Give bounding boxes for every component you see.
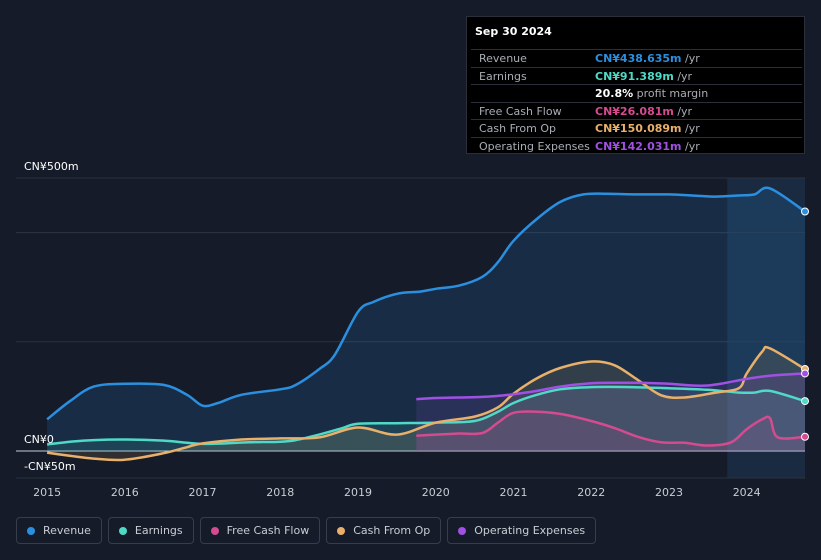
legend-dot-icon	[458, 526, 467, 535]
tooltip-row-label: Cash From Op	[479, 122, 557, 135]
highlight-band	[727, 178, 805, 478]
tooltip-row-label: Free Cash Flow	[479, 104, 562, 118]
tooltip-value-unit: /yr	[681, 139, 700, 153]
legend-item-revenue[interactable]: Revenue	[16, 517, 102, 544]
tooltip-row: Free Cash Flow CN¥26.081m /yr	[471, 101, 802, 119]
tooltip-row: Cash From Op CN¥150.089m /yr	[471, 119, 802, 136]
cash-from-op-line	[46, 345, 806, 462]
tooltip-value-unit: /yr	[681, 52, 700, 65]
tooltip-row-value: 20.8% profit margin	[595, 87, 708, 100]
tooltip-row: Earnings CN¥91.389m /yr	[471, 66, 802, 84]
x-tick-label: 2022	[577, 486, 605, 499]
earnings-line	[46, 385, 806, 446]
tooltip-row-value: CN¥150.089m /yr	[595, 122, 700, 135]
legend: Revenue Earnings Free Cash Flow Cash From O…	[16, 517, 597, 546]
x-tick-label: 2020	[422, 486, 450, 499]
earnings-end-marker	[801, 397, 809, 406]
tooltip-value-unit: profit margin	[633, 87, 709, 100]
tooltip-date: Sep 30 2024	[475, 25, 552, 38]
tooltip-value-text: CN¥142.031m	[595, 139, 682, 153]
y-axis-zero-label: CN¥0	[24, 433, 54, 446]
revenue-end-marker	[801, 207, 809, 216]
earnings-area	[47, 386, 806, 451]
legend-label: Earnings	[134, 524, 183, 537]
tooltip-value-unit: /yr	[681, 122, 700, 135]
tooltip-row-label: Revenue	[479, 52, 527, 65]
revenue-area	[47, 187, 806, 451]
legend-label: Free Cash Flow	[226, 524, 310, 537]
legend-dot-icon	[210, 526, 219, 535]
tooltip-value-unit: /yr	[673, 104, 693, 118]
tooltip-row: Revenue CN¥438.635m /yr	[471, 49, 802, 66]
legend-item-operating-expenses[interactable]: Operating Expenses	[447, 517, 597, 544]
x-tick-label: 2023	[655, 486, 683, 499]
tooltip-row-label: Operating Expenses	[479, 139, 590, 153]
tooltip-row-value: CN¥91.389m /yr	[595, 70, 692, 83]
tooltip-value-text: CN¥438.635m	[595, 52, 682, 65]
x-tick-label: 2017	[189, 486, 217, 499]
tooltip-value-text: CN¥150.089m	[595, 122, 682, 135]
x-tick-label: 2018	[266, 486, 294, 499]
tooltip-value-text: CN¥91.389m	[595, 69, 674, 83]
y-axis-bottom-label: -CN¥50m	[24, 460, 76, 473]
tooltip-row-value: CN¥26.081m /yr	[595, 105, 692, 118]
free-cash-flow-line	[416, 410, 806, 447]
tooltip-row: 20.8% profit margin	[471, 84, 802, 101]
x-tick-label: 2015	[33, 486, 61, 499]
tooltip-panel: Sep 30 2024 Revenue CN¥438.635m /yr Earnin…	[466, 16, 805, 154]
free-cash-flow-end-marker	[801, 432, 809, 441]
revenue-line	[46, 186, 806, 421]
tooltip-value-text: CN¥26.081m	[595, 104, 674, 118]
tooltip-row-label: Earnings	[479, 69, 527, 83]
cash-from-op-area	[47, 346, 806, 461]
legend-label: Cash From Op	[353, 524, 431, 537]
operating-expenses-line	[416, 372, 806, 401]
x-tick-label: 2019	[344, 486, 372, 499]
x-tick-label: 2021	[499, 486, 527, 499]
legend-dot-icon	[337, 526, 346, 535]
legend-item-cash-from-op[interactable]: Cash From Op	[326, 517, 442, 544]
legend-label: Revenue	[43, 524, 91, 537]
x-tick-label: 2024	[733, 486, 761, 499]
legend-dot-icon	[27, 526, 35, 535]
legend-label: Operating Expenses	[474, 524, 586, 537]
y-axis-top-label: CN¥500m	[24, 160, 79, 173]
free-cash-flow-area	[416, 411, 805, 451]
legend-item-earnings[interactable]: Earnings	[107, 517, 194, 544]
tooltip-value-unit: /yr	[673, 69, 693, 83]
operating-expenses-end-marker	[801, 369, 809, 378]
tooltip-value-text: 20.8%	[595, 87, 634, 100]
tooltip-row: Operating Expenses CN¥142.031m /yr	[471, 136, 802, 154]
x-tick-label: 2016	[111, 486, 139, 499]
legend-item-free-cash-flow[interactable]: Free Cash Flow	[199, 517, 321, 544]
tooltip-row-value: CN¥438.635m /yr	[595, 52, 700, 65]
tooltip-row-value: CN¥142.031m /yr	[595, 140, 700, 153]
legend-dot-icon	[118, 526, 127, 535]
